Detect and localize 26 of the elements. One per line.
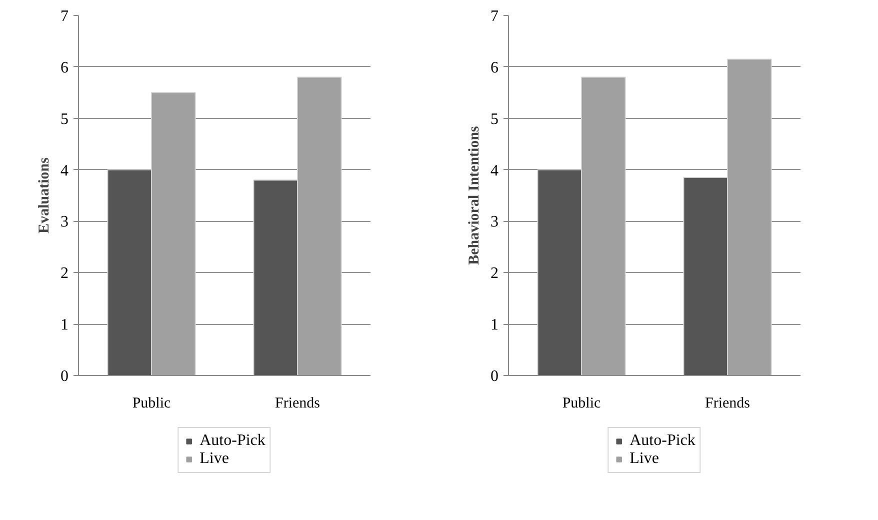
legend-label: Auto-Pick <box>630 432 696 450</box>
y-axis-title: Behavioral Intentions <box>466 126 482 265</box>
y-tick-label: 5 <box>60 110 68 128</box>
y-tick-label: 1 <box>490 316 498 334</box>
y-tick-label: 3 <box>60 214 68 231</box>
y-tick-label: 0 <box>490 368 498 385</box>
y-tick-label: 2 <box>490 265 498 282</box>
y-tick-label: 5 <box>490 110 498 128</box>
x-tick-label: Public <box>132 396 172 412</box>
legend-label: Auto-Pick <box>200 432 266 450</box>
y-tick-label: 6 <box>60 59 68 76</box>
legend-label: Live <box>630 450 659 468</box>
y-tick-label: 7 <box>60 8 68 25</box>
x-tick-label: Public <box>562 396 602 412</box>
y-tick-label: 6 <box>490 59 498 76</box>
y-tick-label: 7 <box>490 8 498 25</box>
y-tick-label: 2 <box>60 265 68 282</box>
y-tick-label: 4 <box>490 162 498 180</box>
legend-label: Live <box>200 450 229 468</box>
x-tick-label: Friends <box>705 396 750 412</box>
x-tick-label: Friends <box>275 396 320 412</box>
y-tick-label: 0 <box>60 368 68 385</box>
y-axis-title: Evaluations <box>36 157 52 234</box>
y-tick-label: 1 <box>60 316 68 334</box>
y-tick-label: 4 <box>60 162 68 180</box>
y-tick-label: 3 <box>490 214 498 231</box>
